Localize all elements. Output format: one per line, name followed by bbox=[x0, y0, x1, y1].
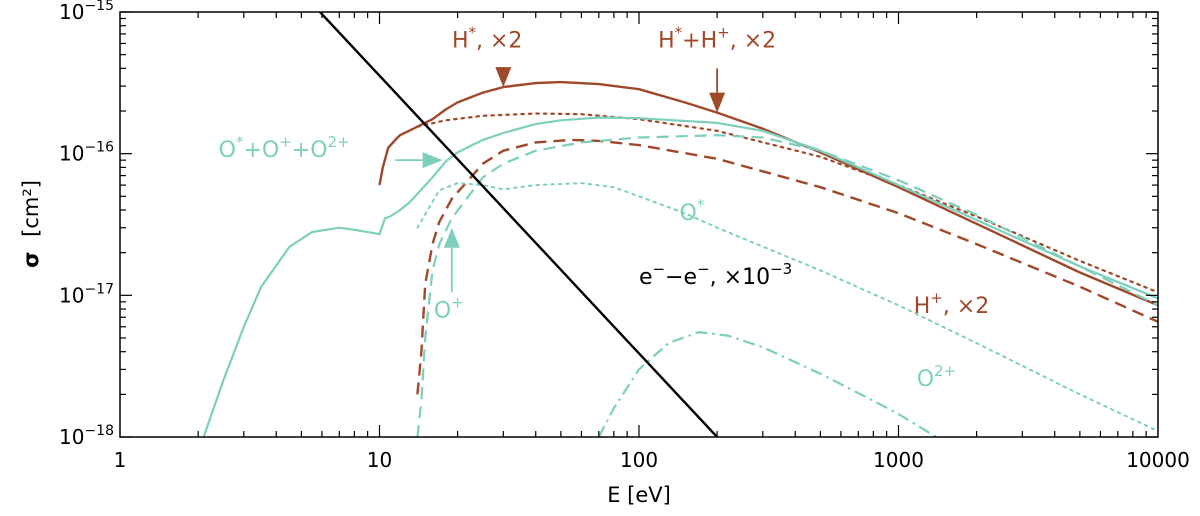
series-o-star bbox=[416, 182, 1158, 433]
y-axis-unit: [cm²] bbox=[19, 180, 43, 237]
y-axis-symbol: σ bbox=[19, 252, 43, 268]
x-tick-label: 100 bbox=[620, 448, 658, 472]
arrow-o-plus-arrow bbox=[443, 227, 460, 293]
label-h-star-label: H*​, ×2 bbox=[452, 24, 522, 54]
annotation-layer: H*​, ×2 H*​+H+​, ×2 O*​+O+​+O2+​ O*​ O+​ H+​,… bbox=[219, 24, 990, 392]
x-tick-label: 1 bbox=[114, 448, 127, 472]
series-o-total bbox=[202, 116, 1158, 437]
y-tick-label: 10−18 bbox=[59, 423, 114, 449]
series-e-e bbox=[319, 12, 718, 437]
x-tick-label: 10 bbox=[367, 448, 392, 472]
label-o-plus-label: O+​ bbox=[434, 293, 464, 323]
arrow-h-total-arrow bbox=[709, 68, 726, 113]
series-h-total bbox=[378, 80, 1158, 307]
label-o-total-label: O*​+O+​+O2+​ bbox=[219, 133, 350, 163]
series-h-plus bbox=[416, 138, 1158, 395]
y-tick-label: 10−15 bbox=[59, 0, 114, 24]
series-layer bbox=[202, 12, 1158, 437]
arrow-o-total-arrow bbox=[395, 152, 443, 169]
x-tick-label: 1000 bbox=[873, 448, 924, 472]
y-axis-title: σ [cm²] bbox=[19, 180, 43, 268]
svg-text:σ [cm²]: σ [cm²] bbox=[19, 180, 43, 268]
label-ee-label: e−​−e−​, ×10−3​ bbox=[639, 260, 792, 290]
label-h-plus-label: H+​, ×2 bbox=[914, 289, 990, 319]
tick-layer: 10−15 10−16 10−17 10−181 10 100 1000 10000 bbox=[59, 0, 1190, 472]
label-o-2plus-label: O2+​ bbox=[917, 362, 956, 392]
y-tick-label: 10−16 bbox=[59, 140, 114, 166]
arrow-h-star-arrow bbox=[495, 67, 512, 88]
x-axis-title: E [eV] bbox=[607, 483, 671, 507]
series-o-2plus bbox=[597, 331, 937, 437]
label-h-total-label: H*​+H+​, ×2 bbox=[658, 24, 776, 54]
x-tick-label: 10000 bbox=[1126, 448, 1190, 472]
series-o-plus bbox=[416, 134, 1158, 437]
plot-frame bbox=[119, 11, 1159, 438]
label-o-star-label: O*​ bbox=[680, 196, 705, 226]
y-tick-label: 10−17 bbox=[59, 281, 114, 307]
